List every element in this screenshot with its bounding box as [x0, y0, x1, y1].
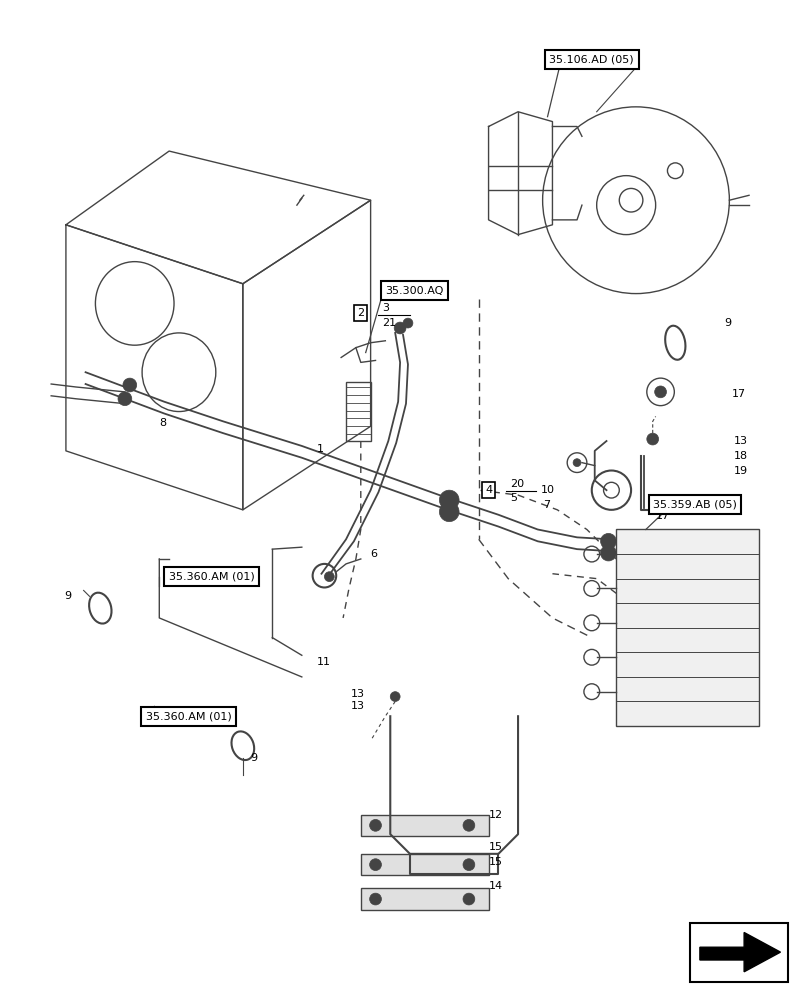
Text: 35.359.AB (05): 35.359.AB (05) — [652, 500, 736, 510]
Circle shape — [573, 459, 580, 467]
Text: 35.360.AM (01): 35.360.AM (01) — [146, 711, 231, 721]
Text: 10: 10 — [540, 485, 554, 495]
Text: 4: 4 — [484, 485, 491, 495]
Text: 3: 3 — [382, 303, 389, 313]
FancyBboxPatch shape — [616, 529, 758, 726]
Circle shape — [122, 378, 136, 392]
Circle shape — [324, 572, 334, 582]
Circle shape — [462, 819, 474, 831]
Text: 35.300.AQ: 35.300.AQ — [385, 286, 444, 296]
Text: 20: 20 — [509, 479, 524, 489]
Circle shape — [118, 392, 131, 406]
Text: 18: 18 — [733, 451, 748, 461]
Text: 13: 13 — [350, 701, 364, 711]
Text: 15: 15 — [488, 842, 502, 852]
Text: 35.360.AM (01): 35.360.AM (01) — [169, 572, 254, 582]
Text: 9: 9 — [64, 591, 71, 601]
Text: 2: 2 — [357, 308, 364, 318]
Text: 13: 13 — [350, 689, 364, 699]
FancyBboxPatch shape — [345, 382, 370, 441]
Polygon shape — [699, 932, 779, 972]
Circle shape — [369, 819, 381, 831]
Circle shape — [390, 692, 400, 701]
FancyBboxPatch shape — [689, 923, 787, 982]
Text: 16: 16 — [650, 495, 664, 505]
Text: 1: 1 — [316, 444, 323, 454]
Text: 19: 19 — [733, 466, 748, 476]
Circle shape — [402, 318, 412, 328]
Circle shape — [462, 859, 474, 871]
Text: 5: 5 — [509, 493, 517, 503]
Circle shape — [439, 490, 458, 510]
FancyBboxPatch shape — [360, 888, 488, 910]
Text: 8: 8 — [159, 418, 166, 428]
Text: 21: 21 — [382, 318, 396, 328]
Text: 11: 11 — [316, 657, 330, 667]
Circle shape — [439, 502, 458, 522]
Text: 9: 9 — [723, 318, 731, 328]
FancyBboxPatch shape — [360, 815, 488, 836]
Circle shape — [600, 545, 616, 561]
Circle shape — [600, 533, 616, 549]
Circle shape — [646, 433, 658, 445]
Text: 35.106.AD (05): 35.106.AD (05) — [549, 55, 633, 65]
FancyBboxPatch shape — [360, 854, 488, 875]
Text: 9: 9 — [251, 753, 258, 763]
Circle shape — [654, 386, 666, 398]
Text: 15: 15 — [488, 857, 502, 867]
Circle shape — [393, 322, 406, 334]
Circle shape — [369, 893, 381, 905]
Text: 17: 17 — [654, 511, 669, 521]
Text: 14: 14 — [488, 881, 502, 891]
Text: 6: 6 — [370, 549, 377, 559]
Text: 13: 13 — [733, 436, 748, 446]
Circle shape — [462, 893, 474, 905]
Text: 17: 17 — [732, 389, 745, 399]
Circle shape — [369, 859, 381, 871]
Text: 7: 7 — [542, 500, 549, 510]
Text: 12: 12 — [488, 810, 502, 820]
